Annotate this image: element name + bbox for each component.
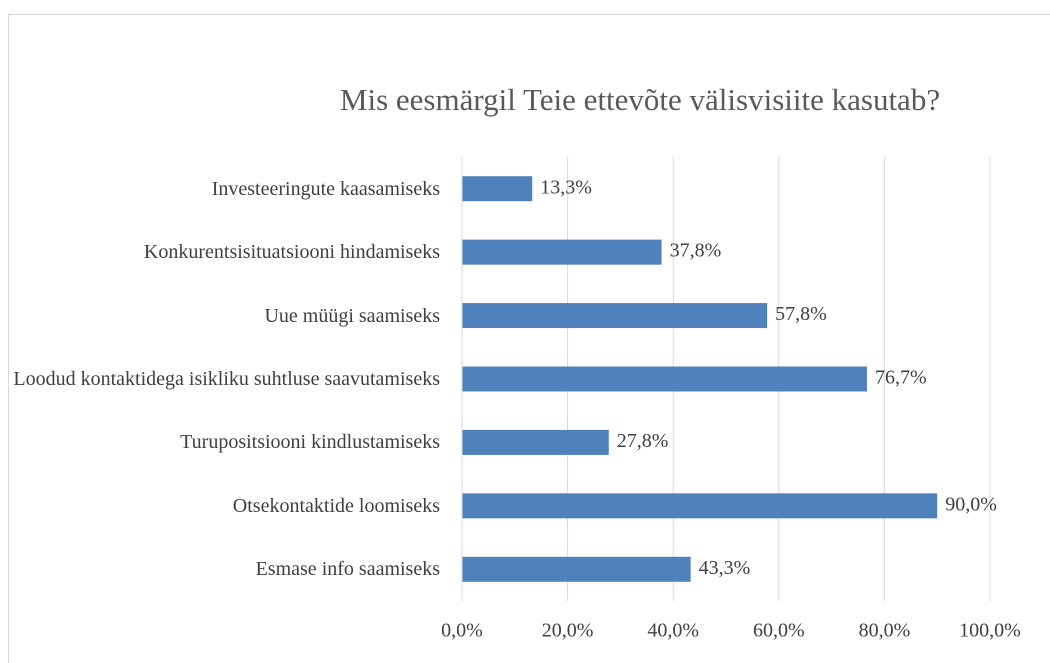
x-tick-label: 80,0% [859, 620, 911, 642]
data-label: 37,8% [670, 240, 722, 262]
x-tick-label: 0,0% [441, 620, 483, 642]
data-label: 90,0% [945, 493, 997, 515]
bar [462, 556, 691, 582]
y-tick-label: Otsekontaktide loomiseks [232, 494, 440, 517]
bar [462, 176, 533, 202]
bar [462, 366, 867, 392]
x-tick-label: 40,0% [647, 620, 699, 642]
bar [462, 493, 938, 519]
y-tick-label: Konkurentsisituatsiooni hindamiseks [143, 241, 440, 264]
x-tick-label: 20,0% [542, 620, 594, 642]
data-label: 57,8% [775, 303, 827, 325]
y-tick-label: Uue müügi saamiseks [264, 304, 440, 327]
data-label: 13,3% [540, 176, 592, 198]
data-label: 43,3% [699, 557, 751, 579]
y-tick-label: Turupositsiooni kindlustamiseks [180, 431, 440, 454]
chart-title: Mis eesmärgil Teie ettevõte välisvisiite… [340, 82, 940, 117]
data-label: 76,7% [875, 367, 927, 389]
y-tick-label: Loodud kontaktidega isikliku suhtluse sa… [13, 368, 440, 390]
x-tick-label: 60,0% [753, 620, 805, 642]
bar [462, 303, 768, 329]
y-tick-label: Investeeringute kaasamiseks [211, 177, 440, 200]
bar [462, 429, 609, 455]
chart-border [8, 14, 1050, 663]
bar [462, 239, 662, 265]
data-label: 27,8% [617, 430, 669, 452]
y-tick-label: Esmase info saamiseks [255, 558, 440, 581]
x-tick-label: 100,0% [959, 620, 1021, 642]
